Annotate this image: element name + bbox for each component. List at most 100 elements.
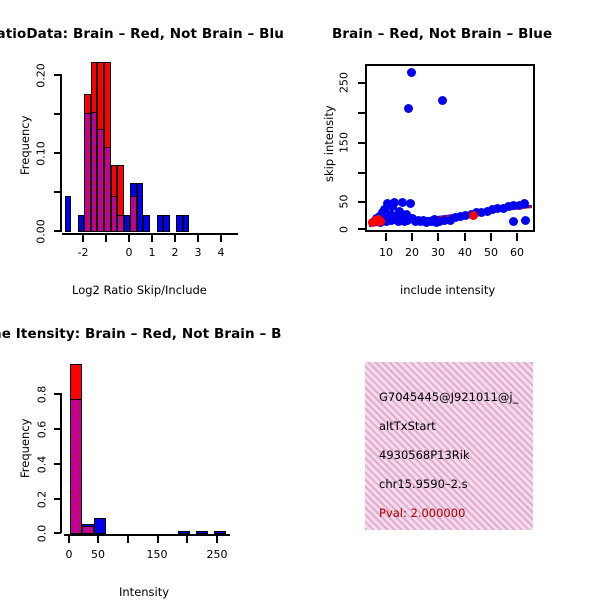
top-right-xtick-label-4: 50 bbox=[484, 246, 498, 259]
bottom-left-xtick-1 bbox=[97, 536, 99, 543]
bottom-left-xtick-label-0: 0 bbox=[65, 548, 73, 561]
top-left-ylabel: Frequency bbox=[18, 115, 32, 175]
bottom-left-ytick-0 bbox=[54, 393, 61, 395]
scatter-point-not-brain bbox=[514, 200, 524, 210]
bar-overlap-5 bbox=[97, 129, 105, 232]
bottom-left-ytick-4 bbox=[54, 532, 61, 534]
bar-overlap-7 bbox=[110, 196, 118, 232]
top-right-xtick-0 bbox=[385, 233, 387, 241]
top-left-ytick-2 bbox=[54, 152, 61, 154]
bar-blue-0 bbox=[64, 196, 72, 232]
top-right-xtick-label-1: 20 bbox=[405, 246, 419, 259]
scatter-point-not-brain bbox=[521, 216, 531, 226]
top-left-ytick-0 bbox=[54, 74, 61, 76]
bottom-left-xtick-label-1: 50 bbox=[91, 548, 105, 561]
scatter-point-not-brain bbox=[437, 95, 447, 105]
top-left-ytick-label-0: 0.20 bbox=[34, 63, 48, 88]
bar-blue-3 bbox=[177, 531, 190, 534]
panel-top-left-histogram: RatioData: Brain – Red, Not Brain – Blu … bbox=[0, 0, 300, 300]
bottom-left-xtick-3 bbox=[157, 536, 159, 543]
scatter-point-not-brain bbox=[403, 215, 412, 225]
bottom-left-xtick-2 bbox=[127, 536, 129, 543]
scatter-point-not-brain bbox=[406, 67, 416, 77]
scatter-point-not-brain bbox=[401, 209, 411, 219]
top-right-xtick-5 bbox=[516, 233, 518, 241]
top-right-xtick-2 bbox=[437, 233, 439, 241]
scatter-point-not-brain bbox=[383, 198, 393, 208]
bottom-left-xlabel: Intensity bbox=[119, 585, 170, 599]
scatter-point-not-brain bbox=[456, 211, 466, 221]
top-left-xtick-label-3: 1 bbox=[148, 246, 156, 259]
top-left-xtick-label-2: 0 bbox=[125, 246, 133, 259]
top-right-title: Brain – Red, Not Brain – Blue bbox=[332, 26, 553, 42]
top-left-xtick-4 bbox=[174, 235, 176, 242]
top-left-xtick-label-0: -2 bbox=[77, 246, 89, 259]
top-right-ytick-4 bbox=[358, 201, 366, 203]
bottom-left-xtick-label-3: 150 bbox=[146, 548, 168, 561]
top-left-xtick-0 bbox=[82, 235, 84, 242]
bar-overlap-4 bbox=[90, 111, 98, 232]
bottom-left-xtick-4 bbox=[186, 536, 188, 543]
bar-overlap-6 bbox=[104, 146, 111, 232]
scatter-point-not-brain bbox=[434, 216, 444, 226]
scatter-point-not-brain bbox=[389, 197, 399, 207]
scatter-point-not-brain bbox=[395, 207, 405, 217]
top-left-xtick-2 bbox=[128, 235, 130, 242]
panel-bottom-left-histogram: ne Itensity: Brain – Red, Not Brain – B … bbox=[0, 300, 300, 600]
bottom-left-ytick-label-3: 0.2 bbox=[35, 490, 49, 509]
bottom-left-ytick-label-1: 0.6 bbox=[35, 420, 49, 439]
top-right-ytick-0 bbox=[358, 82, 366, 84]
top-right-ytick-5 bbox=[358, 228, 366, 230]
bar-blue-9 bbox=[123, 214, 131, 232]
bottom-left-ytick-1 bbox=[54, 428, 61, 430]
bottom-left-title-clip: ne Itensity: Brain – Red, Not Brain – B bbox=[0, 326, 300, 346]
top-right-xtick-label-5: 60 bbox=[510, 246, 524, 259]
top-right-xtick-label-0: 10 bbox=[379, 246, 393, 259]
bar-overlap-1 bbox=[81, 525, 94, 534]
scatter-point-not-brain bbox=[388, 202, 398, 212]
scatter-point-not-brain bbox=[440, 215, 450, 225]
top-left-title: RatioData: Brain – Red, Not Brain – Blu bbox=[0, 26, 284, 42]
top-right-ytick-label-5: 0 bbox=[337, 226, 351, 233]
top-right-xtick-3 bbox=[464, 233, 466, 241]
annotation-box: G7045445@J921011@j_ altTxStart 4930568P1… bbox=[365, 362, 533, 530]
top-left-xtick-label-4: 2 bbox=[171, 246, 179, 259]
bottom-left-ytick-3 bbox=[54, 498, 61, 500]
bottom-left-xtick-5 bbox=[216, 536, 218, 543]
scatter-point-brain bbox=[376, 217, 386, 227]
scatter-point-not-brain bbox=[519, 199, 529, 209]
top-right-ytick-label-0: 250 bbox=[337, 72, 351, 93]
scatter-point-not-brain bbox=[380, 204, 390, 214]
top-left-xtick-label-6: 4 bbox=[217, 246, 225, 259]
scatter-point-not-brain bbox=[503, 202, 513, 212]
top-left-bars bbox=[62, 62, 238, 232]
bottom-left-title: ne Itensity: Brain – Red, Not Brain – B bbox=[0, 326, 282, 342]
bar-blue-4 bbox=[195, 531, 208, 534]
top-right-xtick-4 bbox=[490, 233, 492, 241]
bar-blue-17 bbox=[176, 214, 183, 232]
bar-overlap-10 bbox=[130, 196, 137, 232]
top-left-xtick-1 bbox=[105, 235, 107, 242]
top-right-ylabel: skip intensity bbox=[322, 105, 336, 182]
panel-bottom-right-annotation: G7045445@J921011@j_ altTxStart 4930568P1… bbox=[300, 300, 600, 600]
top-left-ytick-label-4: 0.00 bbox=[34, 219, 48, 244]
top-right-ytick-label-4: 50 bbox=[337, 194, 351, 209]
scatter-point-not-brain bbox=[477, 207, 487, 217]
bar-blue-5 bbox=[213, 531, 226, 534]
top-left-ytick-1 bbox=[54, 113, 61, 115]
bar-overlap-0 bbox=[69, 399, 82, 534]
bar-blue-2 bbox=[77, 214, 85, 232]
scatter-point-not-brain bbox=[445, 216, 455, 226]
panel-top-right-scatter: Brain – Red, Not Brain – Blue skip inten… bbox=[300, 0, 600, 300]
top-left-ytick-4 bbox=[54, 230, 61, 232]
top-left-y-axis bbox=[60, 74, 62, 232]
top-left-ytick-3 bbox=[54, 191, 61, 193]
top-right-ytick-1 bbox=[358, 112, 366, 114]
top-right-ytick-3 bbox=[358, 172, 366, 174]
scatter-point-not-brain bbox=[509, 201, 519, 211]
bottom-left-ytick-label-0: 0.8 bbox=[35, 385, 49, 404]
annotation-line-2: 4930568P13Rik bbox=[379, 448, 470, 462]
scatter-point-not-brain bbox=[509, 216, 519, 226]
scatter-point-not-brain bbox=[405, 198, 415, 208]
top-right-ytick-label-2: 150 bbox=[337, 132, 351, 153]
